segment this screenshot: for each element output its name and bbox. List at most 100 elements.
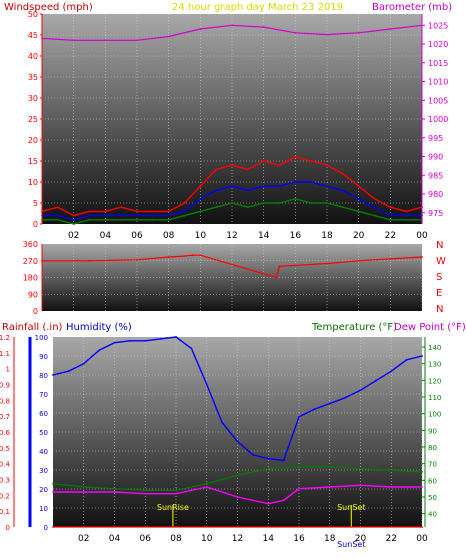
- rainfall-tick-label: 0.9: [0, 382, 10, 390]
- rainfall-tick-label: 0.2: [0, 492, 10, 500]
- wind-x-tick-label: 02: [68, 231, 79, 241]
- direction-series-point: [421, 256, 423, 258]
- wind-tick-label: 10: [28, 178, 38, 187]
- temperature-tick-label: 70: [428, 461, 437, 469]
- temperature-series-point: [82, 486, 85, 488]
- barometer-tick-label: 975: [428, 209, 443, 218]
- temperature-x-tick-label: 06: [140, 534, 152, 544]
- gust-series-point: [246, 168, 249, 171]
- gust-series-point: [104, 210, 107, 213]
- barometer-tick-label: 990: [428, 153, 443, 162]
- dewpoint-series-point: [421, 486, 423, 488]
- humidity-series-point: [113, 341, 116, 344]
- temperature-x-tick-label: 04: [109, 534, 121, 544]
- compass-label: E: [436, 288, 442, 299]
- barometer-axis-label: Barometer (mb): [372, 2, 452, 13]
- wind-tick-label: 15: [28, 157, 38, 166]
- humidity-series-point: [252, 453, 254, 456]
- gust-series-point: [357, 185, 360, 188]
- dewpoint-series-point: [144, 492, 147, 495]
- low-wind-series-point: [294, 197, 297, 200]
- humidity-series-point: [375, 379, 377, 382]
- temperature-tick-label: 60: [428, 477, 437, 485]
- average-wind-series-point: [278, 185, 281, 188]
- low-wind-series-point: [373, 214, 376, 217]
- low-wind-series-point: [405, 218, 408, 221]
- sunset-label: SunSet: [337, 503, 365, 512]
- rainfall-tick-label: 0.3: [0, 477, 10, 485]
- humidity-tick-label: 60: [39, 410, 48, 418]
- wind-axis-label: Windspeed (mph): [4, 2, 93, 13]
- wind-tick-label: 20: [28, 136, 38, 145]
- temperature-axis-label: Temperature (°F): [311, 322, 397, 333]
- gust-series-point: [373, 197, 376, 200]
- wind-x-tick-label: 18: [321, 231, 333, 241]
- low-wind-series-point: [136, 218, 138, 221]
- temperature-series-point: [390, 469, 393, 472]
- dewpoint-series-point: [282, 499, 285, 502]
- low-wind-series-point: [389, 218, 392, 221]
- sunset-time-mark: SunSet: [337, 540, 365, 549]
- low-wind-series-point: [215, 206, 218, 209]
- low-wind-series-point: [262, 202, 265, 204]
- rainfall-tick-label: 0.7: [0, 413, 10, 421]
- rainfall-series-point: [52, 526, 54, 528]
- barometer-tick-label: 1020: [428, 40, 448, 49]
- direction-series-point: [199, 254, 202, 257]
- gust-series-point: [278, 164, 281, 167]
- wind-tick-label: 5: [33, 199, 38, 208]
- dewpoint-series-point: [236, 496, 239, 498]
- direction-series-point: [88, 259, 91, 262]
- direction-tick-label: 90: [28, 290, 38, 299]
- humidity-series-point: [405, 358, 408, 361]
- low-wind-series-point: [199, 210, 202, 213]
- low-wind-series-point: [278, 202, 281, 204]
- barometer-series-point: [231, 24, 233, 27]
- humidity-series-point: [344, 396, 346, 399]
- humidity-series-point: [98, 349, 100, 352]
- rainfall-tick-label: 0.6: [0, 429, 11, 437]
- humidity-series-point: [328, 402, 331, 405]
- dewpoint-series-point: [82, 491, 85, 493]
- temperature-tick-label: 130: [428, 361, 441, 369]
- gust-series-point: [310, 160, 313, 162]
- gust-series-point: [151, 210, 154, 213]
- low-wind-series-point: [231, 202, 233, 204]
- gust-series-point: [405, 210, 408, 213]
- barometer-series-point: [326, 33, 328, 36]
- barometer-tick-label: 985: [428, 171, 443, 180]
- wind-x-tick-label: 06: [131, 231, 143, 241]
- average-wind-series-point: [136, 214, 138, 217]
- humidity-series-point: [313, 408, 316, 411]
- temperature-x-tick-label: 00: [416, 534, 428, 544]
- temperature-panel: [53, 337, 422, 527]
- humidity-series-point: [82, 362, 85, 365]
- average-wind-series-point: [373, 206, 376, 209]
- average-wind-series-point: [231, 185, 233, 188]
- average-wind-series-point: [357, 197, 360, 200]
- wind-tick-label: 25: [28, 115, 38, 124]
- humidity-series-point: [282, 459, 285, 462]
- gust-series-point: [215, 168, 218, 171]
- low-wind-series-point: [167, 218, 170, 221]
- humidity-series-point: [175, 336, 177, 338]
- direction-series-point: [326, 262, 328, 265]
- humidity-tick-label: 20: [39, 486, 48, 494]
- humidity-tick-label: 30: [39, 467, 48, 475]
- wind-tick-label: 50: [28, 10, 38, 19]
- barometer-series-point: [389, 28, 392, 30]
- gust-series-point: [88, 210, 91, 213]
- temperature-series-point: [359, 467, 362, 470]
- dewpoint-series-point: [328, 486, 331, 488]
- direction-series-point: [183, 255, 186, 257]
- humidity-series-point: [298, 415, 300, 418]
- average-wind-series-point: [72, 218, 75, 221]
- average-wind-series-point: [183, 210, 186, 213]
- average-wind-series-point: [215, 189, 218, 192]
- temperature-tick-label: 100: [428, 411, 441, 419]
- compass-label: N: [436, 240, 443, 251]
- wind-tick-label: 0: [33, 220, 38, 229]
- average-wind-series-point: [199, 197, 202, 200]
